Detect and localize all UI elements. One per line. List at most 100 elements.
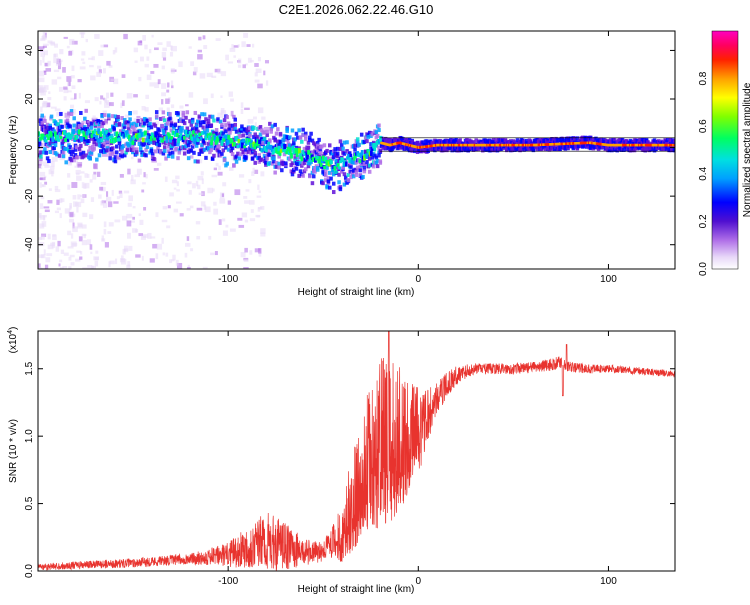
spectrogram-ridge-cell xyxy=(213,134,217,141)
spectrogram-noise-cell xyxy=(200,201,206,207)
spectrogram-band-cell xyxy=(198,120,203,125)
spectrogram-band-cell xyxy=(230,146,235,151)
spectrogram-noise-cell xyxy=(258,251,262,257)
spectrogram-band-cell xyxy=(268,152,272,157)
spectrogram-noise-cell xyxy=(119,173,124,178)
spectrogram-ridge-cell xyxy=(193,136,196,141)
spectrogram-noise-cell xyxy=(171,45,177,52)
spectrogram-band-cell xyxy=(371,164,376,169)
spectrogram-ridge-cell xyxy=(97,128,101,135)
spectrogram-band-cell xyxy=(205,128,210,133)
spectrogram-ridge-cell xyxy=(105,129,109,134)
spectrogram-band-cell xyxy=(342,182,347,187)
spectrogram-noise-cell xyxy=(138,233,144,237)
spectrogram-noise-cell xyxy=(113,78,119,85)
spectrogram-noise-cell xyxy=(112,49,116,55)
spectrogram-ridge-cell xyxy=(182,135,186,140)
spectrogram-noise-cell xyxy=(122,215,128,221)
spectrogram-band-cell xyxy=(138,129,143,134)
spectrogram-noise-cell xyxy=(96,171,101,177)
snr-panel: -100 0 100 0.0 0.5 1.0 1.5 Height of straight … xyxy=(7,327,676,595)
spectrogram-band-cell xyxy=(327,143,332,148)
spectrogram-noise-cell xyxy=(127,232,131,239)
spectrogram-band-cell xyxy=(72,116,76,121)
spectrogram-band-cell xyxy=(68,145,72,150)
spectrogram-band-cell xyxy=(249,139,253,144)
spectrogram-band-cell xyxy=(209,147,214,152)
spectrogram-band-cell xyxy=(149,148,154,153)
spectrogram-noise-cell xyxy=(38,77,45,83)
spectrogram-noise-cell xyxy=(197,54,203,60)
spectrogram-noise-cell xyxy=(56,207,61,211)
spectrogram-band-cell xyxy=(39,157,43,162)
spectrogram-noise-cell xyxy=(103,221,107,228)
spectrogram-noise-cell xyxy=(197,49,202,53)
spectrogram-band-cell xyxy=(224,145,228,150)
spectrogram-band-cell xyxy=(463,148,468,153)
spectrogram-noise-cell xyxy=(71,182,78,188)
spectrogram-noise-cell xyxy=(215,162,219,167)
spectrogram-band-cell xyxy=(362,161,367,166)
spectrogram-band-cell xyxy=(80,123,84,128)
spectrogram-noise-cell xyxy=(123,190,130,194)
spectrogram-band-cell xyxy=(359,132,364,137)
spectrogram-band-cell xyxy=(313,169,317,174)
spectrogram-noise-cell xyxy=(75,169,81,174)
spectrogram-noise-cell xyxy=(40,267,46,269)
spectrogram-ridge-cell xyxy=(185,129,188,136)
spectrogram-noise-cell xyxy=(41,184,46,188)
spectrogram-noise-cell xyxy=(260,171,265,177)
spectrogram-band-cell xyxy=(57,153,62,158)
colorbar: 0.0 0.2 0.4 0.6 0.8 Normalized spectral ampl… xyxy=(698,30,750,276)
spectrogram-band-cell xyxy=(326,176,331,181)
spectrogram-noise-cell xyxy=(88,57,93,60)
spectrogram-band-cell xyxy=(327,185,332,190)
spectrogram-band-cell xyxy=(347,151,352,156)
spectrogram-band-cell xyxy=(290,172,295,177)
spectrogram-noise-cell xyxy=(42,32,46,37)
spectrogram-noise-cell xyxy=(134,60,138,63)
spectrogram-band-cell xyxy=(398,145,403,150)
spectrogram-ridge-cell xyxy=(94,134,98,139)
spectrogram-band-cell xyxy=(262,130,267,135)
spectrogram-ridge-cell xyxy=(308,158,312,163)
spectrogram-band-cell xyxy=(257,153,261,158)
spectrogram-band-cell xyxy=(77,123,82,128)
spectrogram-band-cell xyxy=(120,151,124,156)
spectrogram-band-cell xyxy=(278,131,283,136)
spectrogram-band-cell xyxy=(325,165,329,170)
spectrogram-noise-cell xyxy=(130,179,136,185)
spectrogram-band-cell xyxy=(354,168,359,173)
snr-ytick-label: 1.5 xyxy=(24,361,35,375)
spectrogram-ridge-cell xyxy=(174,129,178,135)
spectrogram-ridge-cell xyxy=(347,154,350,160)
spectrogram-noise-cell xyxy=(105,143,111,149)
spectrogram-noise-cell xyxy=(89,64,94,68)
spectrogram-ridge-cell xyxy=(301,149,305,154)
spectrogram-band-cell xyxy=(101,147,106,152)
spectrogram-band-cell xyxy=(71,147,75,152)
spectrogram-band-cell xyxy=(339,143,344,148)
spectrogram-band-cell xyxy=(48,141,52,146)
spectrogram-ridge-cell xyxy=(359,152,363,159)
spectrogram-band-cell xyxy=(252,125,256,130)
spectrogram-band-cell xyxy=(129,122,134,127)
spectrogram-band-cell xyxy=(128,142,132,147)
spectrogram-band-cell xyxy=(69,109,74,114)
spectrogram-noise-cell xyxy=(39,267,42,269)
spectrogram-band-cell xyxy=(69,152,74,157)
spectrogram-noise-cell xyxy=(48,188,52,191)
spectrogram-ridge-cell xyxy=(288,147,292,154)
spectrogram-noise-cell xyxy=(99,100,102,105)
spectrogram-noise-cell xyxy=(44,209,50,213)
spectrogram-band-cell xyxy=(272,156,276,161)
spectrogram-band-cell xyxy=(240,126,244,131)
colorbar-gradient xyxy=(711,30,739,270)
spectrogram-band-cell xyxy=(298,135,303,140)
spectrogram-band-cell xyxy=(253,160,257,165)
spectrogram-band-cell xyxy=(60,137,64,142)
spectrogram-noise-cell xyxy=(212,188,215,192)
spectrogram-noise-cell xyxy=(199,73,206,79)
spectrogram-noise-cell xyxy=(193,67,198,73)
spectrogram-noise-cell xyxy=(162,206,168,210)
